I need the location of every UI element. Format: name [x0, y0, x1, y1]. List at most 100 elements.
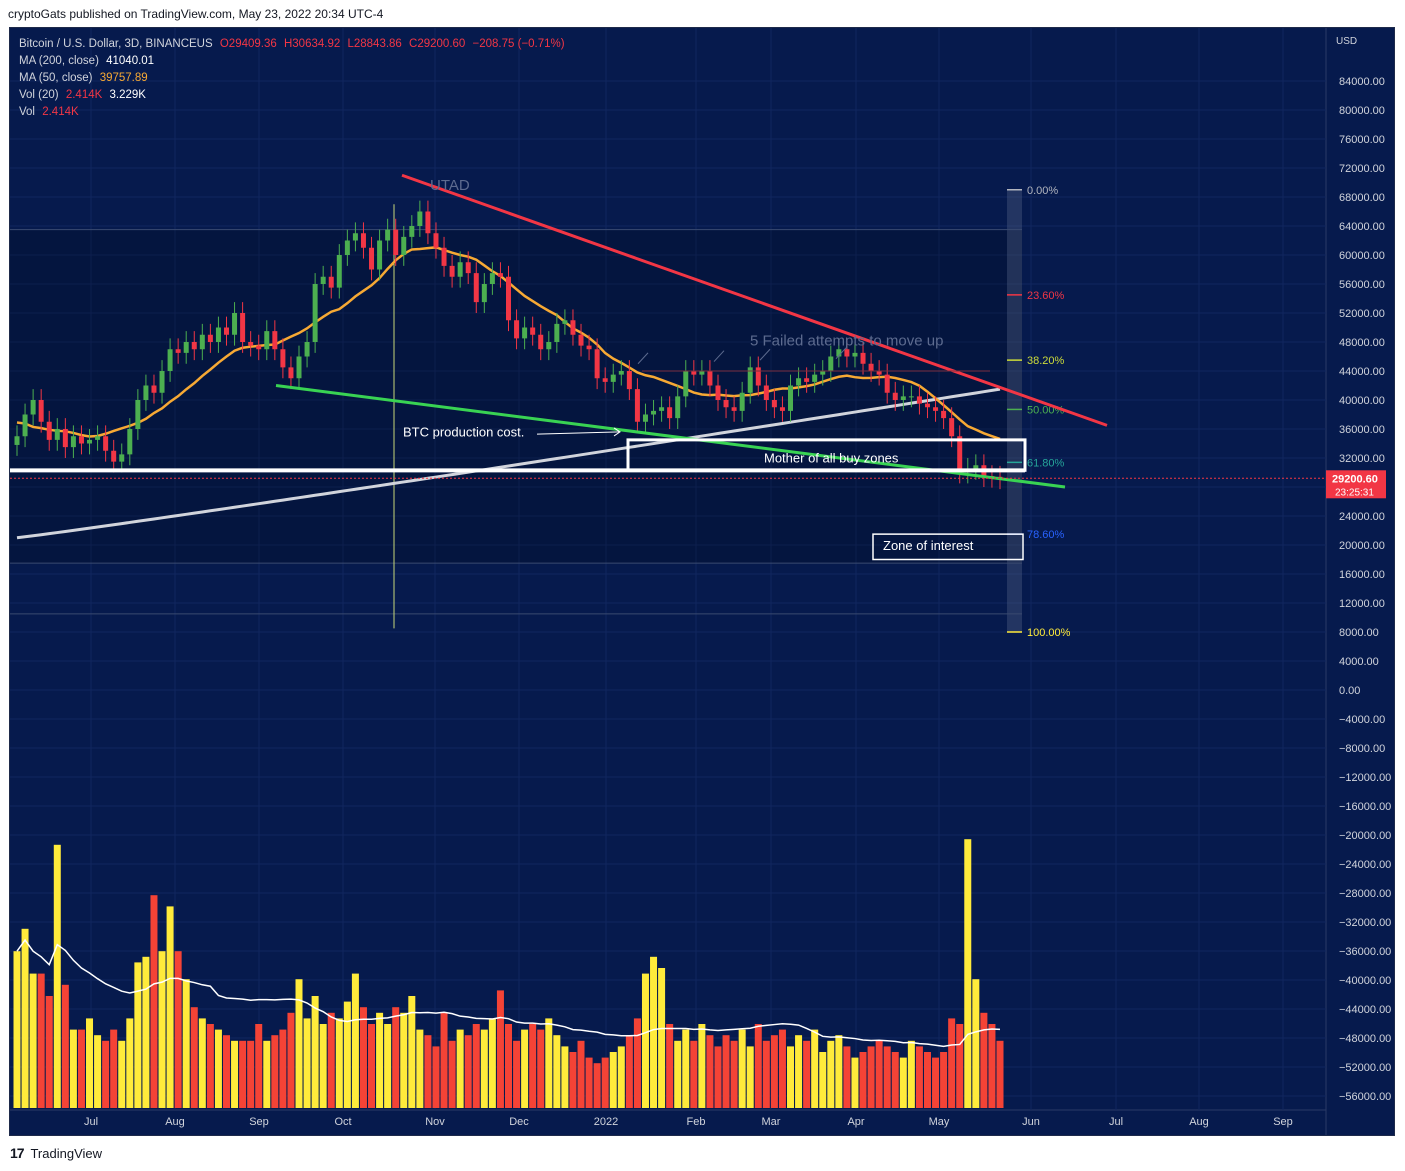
- candle-body: [320, 276, 326, 284]
- x-tick-label: Aug: [165, 1116, 185, 1128]
- y-tick-label: 20000.00: [1339, 540, 1385, 552]
- candle-body: [344, 240, 350, 255]
- y-tick-label: −52000.00: [1339, 1062, 1391, 1074]
- candle-body: [828, 356, 834, 371]
- volume-bar: [964, 839, 972, 1108]
- candle-body: [844, 349, 850, 357]
- volume-bar: [166, 906, 174, 1108]
- legend-ma50-row[interactable]: MA (50, close) 39757.89: [19, 70, 569, 87]
- y-tick-label: 80000.00: [1339, 105, 1385, 117]
- volume-bar: [722, 1035, 730, 1108]
- volume-bar: [53, 844, 61, 1108]
- candle-body: [804, 378, 810, 382]
- y-tick-label: −8000.00: [1339, 743, 1385, 755]
- volume-bar: [351, 973, 359, 1108]
- candle-body: [409, 226, 415, 237]
- volume-bar: [214, 1029, 222, 1108]
- candle-body: [280, 349, 286, 368]
- legend-ma200-row[interactable]: MA (200, close) 41040.01: [19, 53, 569, 70]
- candle-body: [119, 454, 125, 462]
- legend-symbol[interactable]: Bitcoin / U.S. Dollar, 3D, BINANCEUS: [19, 38, 213, 50]
- y-tick-label: 60000.00: [1339, 250, 1385, 262]
- y-tick-label: 0.00: [1339, 685, 1360, 697]
- candle-body: [731, 407, 737, 411]
- candle-body: [763, 385, 769, 400]
- volume-bar: [448, 1040, 456, 1108]
- y-tick-label: 72000.00: [1339, 163, 1385, 175]
- volume-bar: [883, 1046, 891, 1108]
- volume-bar: [682, 1029, 690, 1108]
- candle-body: [836, 349, 842, 357]
- candle-body: [312, 284, 318, 342]
- volume-bar: [545, 1018, 553, 1108]
- volume-bar: [255, 1024, 263, 1108]
- candle-body: [618, 371, 624, 375]
- volume-bar: [690, 1040, 698, 1108]
- candle-body: [788, 385, 794, 411]
- candle-body: [651, 410, 657, 415]
- volume-bar: [956, 1024, 964, 1108]
- volume-bar: [134, 962, 142, 1108]
- price-chart[interactable]: 84000.00 80000.00 76000.00 72000.00 68000.00…: [10, 28, 1395, 1136]
- volume-bar: [263, 1040, 271, 1108]
- legend-vol20-row[interactable]: Vol (20) 2.414K 3.229K: [19, 87, 569, 104]
- x-tick-label: Apr: [847, 1116, 864, 1128]
- volume-bar: [674, 1040, 682, 1108]
- candle-body: [167, 349, 173, 371]
- volume-bar: [45, 996, 53, 1108]
- zone-interest-label: Zone of interest: [883, 538, 974, 553]
- btc-cost-arrowhead: [613, 427, 621, 437]
- candle-body: [215, 327, 221, 342]
- volume-bar: [811, 1029, 819, 1108]
- volume-bar: [86, 1018, 94, 1108]
- x-tick-label: Nov: [425, 1116, 445, 1128]
- candle-body: [127, 429, 133, 455]
- tradingview-footer[interactable]: 17 TradingView: [10, 1145, 102, 1161]
- candle-body: [530, 327, 536, 335]
- candle-body: [70, 436, 76, 448]
- candle-body: [522, 327, 528, 339]
- volume-bar: [496, 990, 504, 1108]
- legend-ma200-label: MA (200, close): [19, 55, 99, 67]
- last-price-tag: [1326, 470, 1386, 499]
- y-tick-label: 52000.00: [1339, 308, 1385, 320]
- candle-body: [14, 436, 20, 445]
- btc-cost-arrow: [536, 431, 621, 435]
- chart-frame[interactable]: 84000.00 80000.00 76000.00 72000.00 68000.00…: [9, 27, 1395, 1136]
- volume-bar: [972, 979, 980, 1108]
- candle-body: [328, 276, 334, 288]
- candle-body: [377, 240, 383, 270]
- candle-body: [546, 342, 552, 350]
- candle-body: [87, 439, 93, 444]
- y-tick-label: −20000.00: [1339, 830, 1391, 842]
- volume-bar: [513, 1040, 521, 1108]
- y-tick-label: −36000.00: [1339, 946, 1391, 958]
- volume-bar: [416, 1029, 424, 1108]
- y-tick-label: 12000.00: [1339, 598, 1385, 610]
- fib-level-label: 100.00%: [1027, 627, 1071, 639]
- failed-attempt-arrow: [637, 352, 649, 365]
- candle-body: [207, 334, 213, 342]
- volume-bar: [440, 1012, 448, 1108]
- candle-body: [232, 313, 238, 335]
- candle-body: [626, 371, 632, 390]
- x-tick-label: Jul: [84, 1116, 98, 1128]
- candle-body: [223, 327, 229, 335]
- volume-bar: [561, 1046, 569, 1108]
- volume-bar: [827, 1040, 835, 1108]
- volume-bar: [327, 1012, 335, 1108]
- legend-vol-row[interactable]: Vol 2.414K: [19, 104, 569, 121]
- candle-body: [54, 429, 60, 440]
- volume-bar: [633, 1018, 641, 1108]
- failed-attempt-arrow: [759, 348, 771, 361]
- candle-body: [707, 371, 713, 386]
- candle-body: [304, 342, 310, 357]
- volume-bar: [29, 973, 37, 1108]
- volume-bar: [738, 1029, 746, 1108]
- y-tick-label: −4000.00: [1339, 714, 1385, 726]
- tradingview-brand: TradingView: [30, 1146, 103, 1161]
- candle-body: [497, 273, 503, 277]
- candle-body: [667, 407, 673, 419]
- volume-bar: [110, 1029, 118, 1108]
- y-tick-label: −12000.00: [1339, 772, 1391, 784]
